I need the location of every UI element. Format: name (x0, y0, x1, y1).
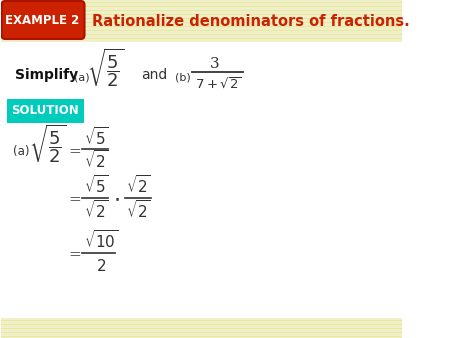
Text: $\sqrt{5}$: $\sqrt{5}$ (84, 174, 108, 196)
Text: $\sqrt{2}$: $\sqrt{2}$ (84, 199, 108, 221)
FancyBboxPatch shape (1, 0, 402, 42)
Text: =: = (68, 145, 81, 159)
FancyBboxPatch shape (1, 42, 402, 318)
Text: Simplify: Simplify (15, 68, 78, 82)
Text: SOLUTION: SOLUTION (11, 104, 79, 118)
Text: =: = (68, 193, 81, 207)
Text: Rationalize denominators of fractions.: Rationalize denominators of fractions. (92, 14, 410, 28)
Text: $\sqrt{10}$: $\sqrt{10}$ (84, 229, 118, 251)
Text: $\sqrt{\dfrac{5}{2}}$: $\sqrt{\dfrac{5}{2}}$ (29, 123, 66, 165)
FancyBboxPatch shape (2, 1, 85, 39)
Text: (a): (a) (74, 72, 90, 82)
Text: and: and (142, 68, 168, 82)
FancyBboxPatch shape (1, 318, 402, 338)
Text: (a): (a) (13, 145, 30, 159)
Text: EXAMPLE 2: EXAMPLE 2 (5, 15, 80, 27)
Text: $\sqrt{2}$: $\sqrt{2}$ (126, 174, 151, 196)
Text: $\sqrt{2}$: $\sqrt{2}$ (126, 199, 151, 221)
Text: =: = (68, 248, 81, 262)
Text: $\sqrt{5}$: $\sqrt{5}$ (84, 126, 108, 148)
Text: $2$: $2$ (96, 258, 106, 274)
FancyBboxPatch shape (7, 99, 84, 123)
Text: $\sqrt{\dfrac{5}{2}}$: $\sqrt{\dfrac{5}{2}}$ (87, 47, 124, 89)
Text: $\cdot$: $\cdot$ (113, 188, 120, 210)
Text: 3: 3 (210, 57, 220, 71)
Text: $\sqrt{2}$: $\sqrt{2}$ (84, 149, 108, 171)
Text: $7 + \sqrt{2}$: $7 + \sqrt{2}$ (195, 76, 242, 92)
Text: (b): (b) (176, 72, 191, 82)
